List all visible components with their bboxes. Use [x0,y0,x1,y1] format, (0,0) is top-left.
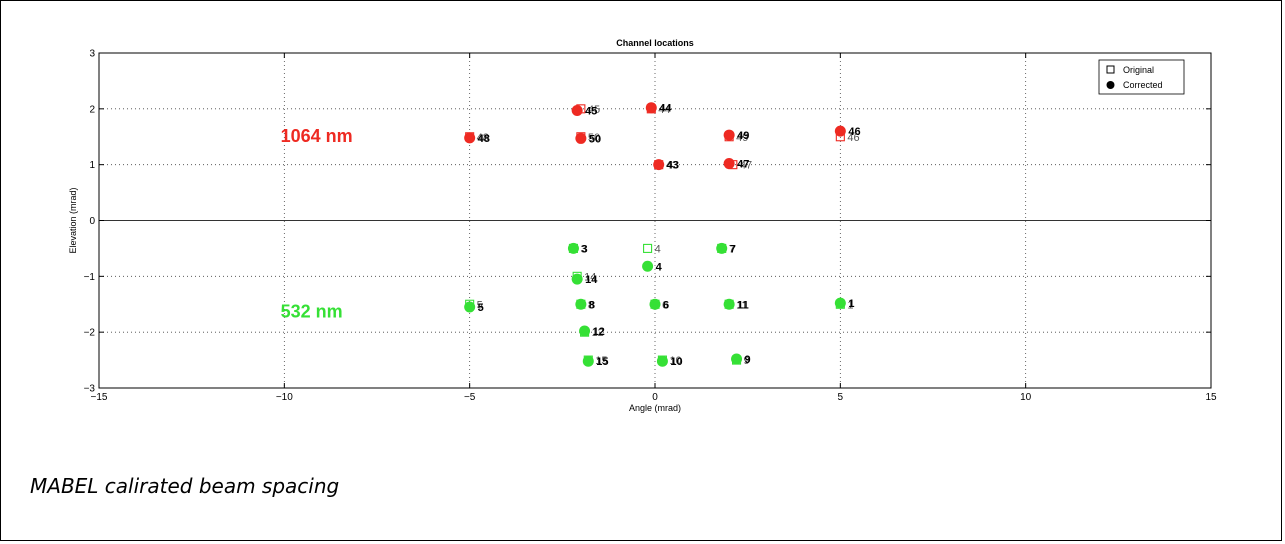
original-label-50: 50 [588,132,600,144]
corrected-label-45: 45 [585,106,597,118]
wavelength-annotation: 1064 nm [281,126,353,146]
corrected-point-46 [834,125,846,137]
y-tick-label: 1 [89,160,95,171]
x-tick-label: 0 [652,392,658,403]
corrected-point-44 [645,102,657,114]
corrected-point-6 [649,298,661,310]
corrected-label-10: 10 [670,356,682,368]
original-label-6: 6 [662,299,668,311]
corrected-point-8 [575,298,587,310]
corrected-point-49 [723,129,735,141]
y-axis-label: Elevation (mrad) [68,187,78,253]
corrected-label-9: 9 [745,354,751,366]
x-tick-label: 10 [1020,392,1032,403]
original-label-47: 47 [740,160,752,172]
corrected-label-14: 14 [585,274,598,286]
corrected-label-47: 47 [737,159,749,171]
original-label-1: 1 [847,299,853,311]
legend-marker-corrected [1106,81,1115,89]
y-tick-label: −3 [84,384,96,395]
corrected-label-4: 4 [656,261,663,273]
corrected-point-3 [567,242,579,254]
corrected-point-45 [571,105,583,117]
x-tick-label: 5 [838,392,844,403]
corrected-label-3: 3 [581,243,587,255]
corrected-point-48 [464,132,476,144]
wavelength-annotation: 532 nm [281,302,343,322]
corrected-point-14 [571,273,583,285]
corrected-point-15 [582,355,594,367]
corrected-label-12: 12 [593,326,605,338]
chart-title: Channel locations [616,38,694,48]
corrected-label-49: 49 [737,130,749,142]
corrected-label-7: 7 [730,243,736,255]
original-label-8: 8 [588,299,594,311]
corrected-point-9 [731,353,743,365]
original-point-4 [643,243,653,253]
corrected-point-5 [464,301,476,313]
original-label-3: 3 [580,243,586,255]
original-label-48: 48 [477,132,489,144]
corrected-label-44: 44 [659,103,672,115]
x-axis-label: Angle (mrad) [629,403,681,413]
figure-caption: MABEL calirated beam spacing [30,474,340,498]
original-label-15: 15 [595,355,607,367]
original-label-49: 49 [736,132,748,144]
corrected-label-5: 5 [478,302,484,314]
original-label-11: 11 [736,299,747,311]
legend-label-original: Original [1123,65,1154,75]
corrected-label-50: 50 [589,133,601,145]
corrected-label-43: 43 [667,160,679,172]
corrected-label-48: 48 [478,133,490,145]
y-tick-label: 2 [89,104,95,115]
corrected-label-15: 15 [596,356,608,368]
corrected-point-43 [653,159,665,171]
corrected-point-10 [656,355,668,367]
corrected-label-8: 8 [589,299,595,311]
x-tick-label: −5 [464,392,476,403]
legend-marker-original [1106,65,1115,74]
original-label-44: 44 [658,104,670,116]
original-label-46: 46 [847,132,859,144]
corrected-point-4 [642,260,654,272]
corrected-point-11 [723,298,735,310]
x-tick-label: −10 [276,392,293,403]
original-label-14: 14 [584,271,596,283]
x-tick-label: 15 [1205,392,1217,403]
original-label-10: 10 [669,355,681,367]
corrected-label-1: 1 [848,298,854,310]
corrected-point-12 [579,325,591,337]
corrected-point-1 [834,297,846,309]
original-label-7: 7 [729,243,735,255]
y-tick-label: 3 [89,49,95,60]
corrected-label-11: 11 [737,299,749,311]
y-tick-label: −1 [84,272,96,283]
legend-label-corrected: Corrected [1123,80,1163,90]
y-tick-label: 0 [89,216,95,227]
original-label-12: 12 [592,327,604,339]
original-label-5: 5 [477,299,483,311]
corrected-point-7 [716,242,728,254]
corrected-point-47 [723,158,735,170]
y-tick-label: −2 [84,328,96,339]
corrected-point-50 [575,132,587,144]
corrected-label-46: 46 [848,126,860,138]
original-label-43: 43 [666,160,678,172]
original-label-4: 4 [655,243,661,255]
original-label-9: 9 [744,355,750,367]
original-label-45: 45 [588,104,600,116]
x-tick-label: −15 [91,392,108,403]
corrected-label-6: 6 [663,299,669,311]
